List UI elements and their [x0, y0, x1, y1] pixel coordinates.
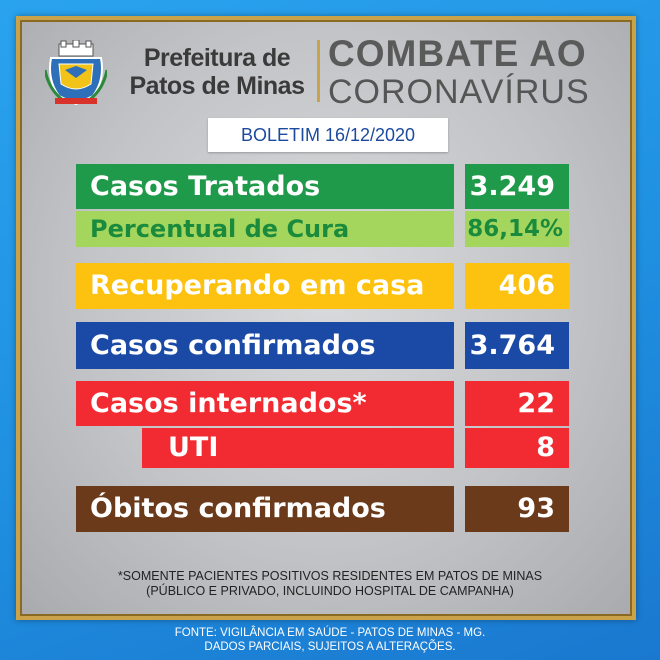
boletim-date-badge: BOLETIM 16/12/2020 [208, 118, 448, 152]
prefeitura-line1: Prefeitura de [143, 44, 291, 72]
source-line2: DADOS PARCIAIS, SUJEITOS A ALTERAÇÕES. [204, 641, 456, 653]
source-line1: FONTE: VIGILÂNCIA EM SAÚDE - PATOS DE MI… [174, 627, 486, 639]
casos-tratados-value: 3.249 [465, 164, 569, 209]
confirmados-label: Casos confirmados [76, 322, 454, 369]
obitos-value: 93 [465, 486, 569, 532]
footnote-line1: *SOMENTE PACIENTES POSITIVOS RESIDENTES … [117, 569, 543, 583]
internados-value: 22 [465, 381, 569, 426]
recuperando-value: 406 [465, 263, 569, 309]
campaign-title: COMBATE AO CORONAVÍRUS [328, 33, 618, 111]
footnote-line2: (PÚBLICO E PRIVADO, INCLUINDO HOSPITAL D… [146, 584, 514, 598]
header-divider [317, 40, 320, 102]
uti-label: UTI [142, 428, 454, 468]
casos-tratados-label: Casos Tratados [76, 164, 454, 209]
confirmados-value: 3.764 [465, 322, 569, 369]
percentual-cura-value: 86,14% [465, 211, 569, 247]
percentual-cura-label: Percentual de Cura [76, 211, 454, 247]
recuperando-label: Recuperando em casa [76, 263, 454, 309]
uti-value: 8 [465, 428, 569, 468]
campaign-line2: CORONAVÍRUS [328, 73, 590, 111]
campaign-line1: COMBATE AO [328, 33, 587, 74]
prefeitura-line2: Patos de Minas [129, 72, 306, 100]
internados-label: Casos internados* [76, 381, 454, 426]
footnote: *SOMENTE PACIENTES POSITIVOS RESIDENTES … [40, 569, 620, 599]
prefeitura-logo-text: Prefeitura de Patos de Minas [122, 44, 312, 100]
source-note: FONTE: VIGILÂNCIA EM SAÚDE - PATOS DE MI… [0, 626, 660, 654]
obitos-label: Óbitos confirmados [76, 486, 454, 532]
city-crest-icon [45, 40, 107, 106]
